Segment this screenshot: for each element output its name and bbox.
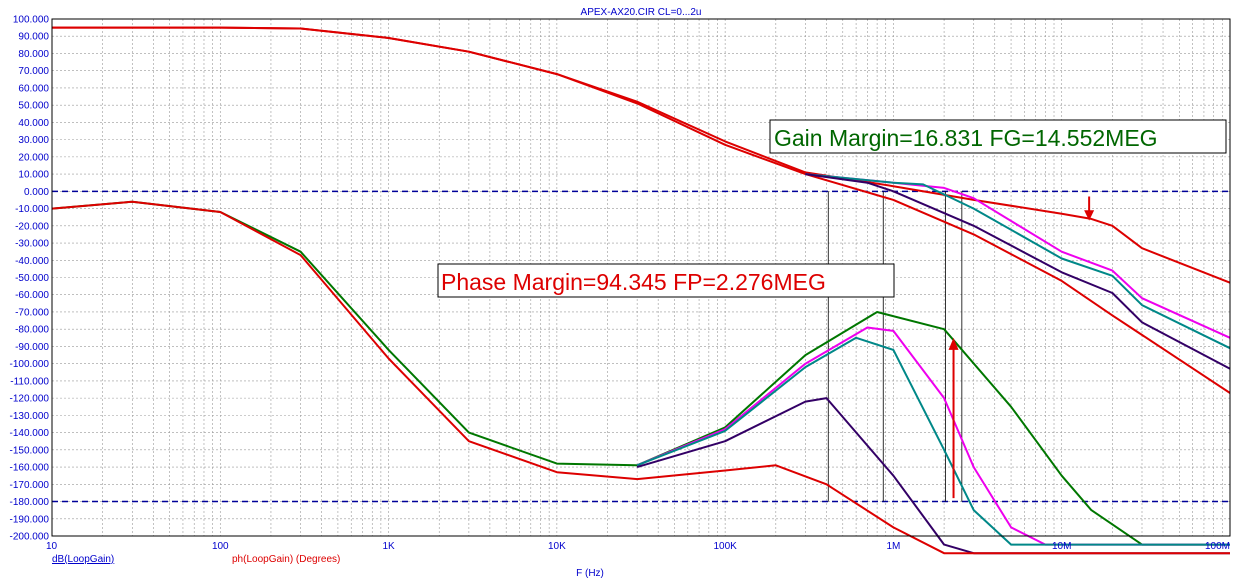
y-tick-label: -190.000 bbox=[10, 514, 50, 525]
gain-series-line-3 bbox=[805, 173, 1231, 350]
y-tick-label: -180.000 bbox=[10, 497, 50, 508]
trace-label-phase[interactable]: ph(LoopGain) (Degrees) bbox=[232, 554, 340, 565]
y-tick-labels: 100.000 90.000 80.000 70.000 60.000 50.000 40.… bbox=[10, 15, 50, 543]
gain-series-line-1 bbox=[52, 26, 1231, 394]
x-axis-label: F (Hz) bbox=[576, 568, 604, 579]
y-tick-label: -90.000 bbox=[15, 342, 49, 353]
phase-series-line-3 bbox=[636, 397, 1230, 555]
x-tick-labels: 10 100 1K 10K 100K 1M 10M 100M bbox=[46, 541, 1230, 552]
y-tick-label: 60.000 bbox=[18, 83, 49, 94]
y-tick-label: -170.000 bbox=[10, 480, 50, 491]
phase-margin-text: Phase Margin=94.345 FP=2.276MEG bbox=[441, 269, 826, 295]
y-tick-label: -30.000 bbox=[15, 239, 49, 250]
y-tick-label: -120.000 bbox=[10, 394, 50, 405]
phase-margin-arrowhead bbox=[948, 337, 959, 350]
y-tick-label: 80.000 bbox=[18, 49, 49, 60]
y-tick-label: 90.000 bbox=[18, 32, 49, 43]
y-tick-label: -80.000 bbox=[15, 325, 49, 336]
y-tick-label: -20.000 bbox=[15, 221, 49, 232]
y-tick-label: -100.000 bbox=[10, 359, 50, 370]
gain-margin-box[interactable]: Gain Margin=16.831 FG=14.552MEG bbox=[769, 119, 1227, 154]
y-tick-label: 0.000 bbox=[24, 187, 49, 198]
x-tick-label: 10 bbox=[46, 541, 58, 552]
phase-series-line-0 bbox=[51, 200, 1230, 546]
y-tick-label: 100.000 bbox=[13, 15, 50, 26]
y-tick-label: 70.000 bbox=[18, 66, 49, 77]
y-tick-label: -60.000 bbox=[15, 290, 49, 301]
plot-frame bbox=[51, 18, 1231, 537]
x-tick-label: 10M bbox=[1052, 541, 1071, 552]
x-tick-label: 100 bbox=[212, 541, 229, 552]
gain-margin-arrowhead bbox=[1084, 210, 1095, 221]
gain-series-line-4 bbox=[805, 173, 1231, 370]
y-tick-label: -40.000 bbox=[15, 256, 49, 267]
y-tick-label: 50.000 bbox=[18, 101, 49, 112]
margin-markers bbox=[827, 191, 963, 502]
phase-margin-box[interactable]: Phase Margin=94.345 FP=2.276MEG bbox=[437, 263, 895, 298]
x-tick-label: 1K bbox=[382, 541, 395, 552]
y-tick-label: -140.000 bbox=[10, 428, 50, 439]
y-tick-label: 20.000 bbox=[18, 152, 49, 163]
y-tick-label: -70.000 bbox=[15, 307, 49, 318]
y-tick-label: 10.000 bbox=[18, 170, 49, 181]
y-tick-label: -200.000 bbox=[10, 532, 50, 543]
gain-margin-text: Gain Margin=16.831 FG=14.552MEG bbox=[774, 125, 1158, 151]
x-tick-label: 1M bbox=[886, 541, 900, 552]
y-tick-label: -150.000 bbox=[10, 445, 50, 456]
chart-title: APEX-AX20.CIR CL=0...2u bbox=[581, 7, 702, 18]
x-tick-label: 10K bbox=[548, 541, 566, 552]
phase-series-line-2 bbox=[636, 336, 1230, 546]
phase-series-line-4 bbox=[51, 200, 1230, 555]
x-tick-label: 100K bbox=[713, 541, 737, 552]
y-tick-label: -110.000 bbox=[10, 376, 49, 387]
y-tick-label: 30.000 bbox=[18, 135, 49, 146]
y-tick-label: 40.000 bbox=[18, 118, 49, 129]
series-lines bbox=[51, 26, 1231, 555]
x-tick-label: 100M bbox=[1205, 541, 1230, 552]
y-tick-label: -10.000 bbox=[15, 204, 49, 215]
y-tick-label: -130.000 bbox=[10, 411, 50, 422]
y-tick-label: -50.000 bbox=[15, 273, 49, 284]
margin-arrows bbox=[948, 196, 1095, 499]
y-tick-label: -160.000 bbox=[10, 463, 50, 474]
reference-lines bbox=[52, 190, 1230, 503]
trace-label-gain[interactable]: dB(LoopGain) bbox=[52, 554, 114, 565]
